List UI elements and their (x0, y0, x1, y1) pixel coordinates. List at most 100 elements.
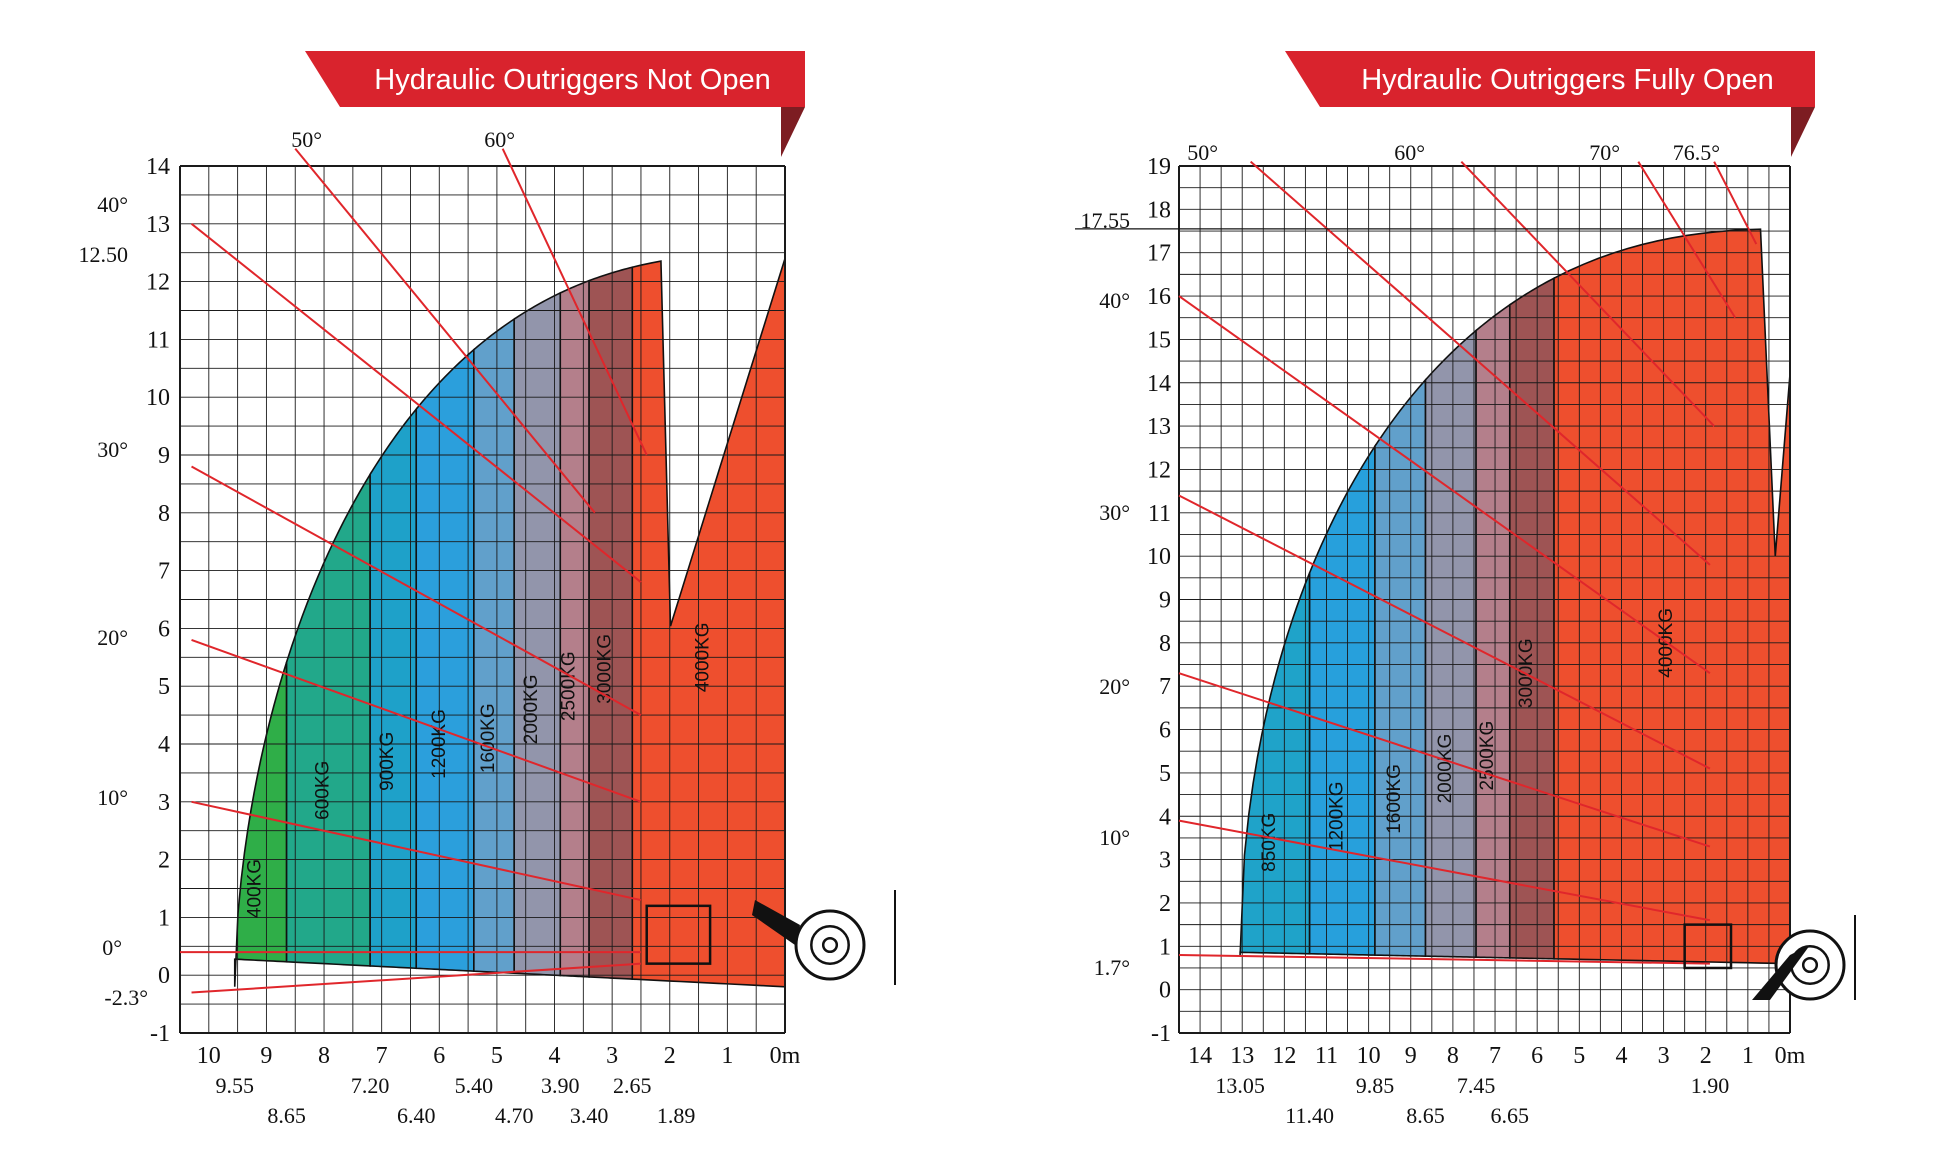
angle-label: 1.7° (1094, 955, 1130, 980)
y-tick-label: 12 (1147, 457, 1171, 483)
zone-label: 2000KG (1435, 734, 1456, 804)
zone-label: 2500KG (559, 651, 580, 721)
boom-angle-line (191, 962, 642, 994)
x-tick-label: 8 (1447, 1043, 1459, 1069)
x-tick-label: 10 (197, 1043, 221, 1069)
angle-label: 70° (1589, 140, 1620, 165)
reach-label: 1.89 (657, 1103, 696, 1128)
wheel-rim-icon (810, 925, 850, 965)
reach-label: 11.40 (1285, 1103, 1334, 1128)
reach-label: 7.45 (1457, 1073, 1496, 1098)
zone-label: 2500KG (1477, 721, 1498, 791)
reach-label: 1.90 (1691, 1073, 1730, 1098)
boom-angle-line (1178, 953, 1710, 965)
boom-arm-icon (752, 900, 800, 945)
reach-label: 3.40 (570, 1103, 609, 1128)
y-tick-label: 5 (158, 674, 170, 700)
boom-angle-line (1460, 160, 1715, 427)
title-banner (1285, 51, 1815, 107)
y-tick-label: 9 (158, 443, 170, 469)
reach-label: 8.65 (267, 1103, 306, 1128)
x-tick-label: 14 (1188, 1043, 1212, 1069)
y-tick-label: 14 (146, 154, 170, 180)
reach-label: 8.65 (1406, 1103, 1445, 1128)
x-tick-label: 7 (376, 1043, 388, 1069)
y-tick-label: 16 (1147, 284, 1171, 310)
telehandler-wheel-icon (1774, 929, 1846, 1001)
reach-label: 5.40 (455, 1073, 494, 1098)
angle-label: 30° (1099, 500, 1130, 525)
reach-label: 6.40 (397, 1103, 436, 1128)
x-tick-label: 7 (1489, 1043, 1501, 1069)
y-tick-label: -1 (150, 1021, 170, 1047)
x-tick-label: 2 (664, 1043, 676, 1069)
zone-label: 850KG (1259, 813, 1280, 872)
wheel-hub-icon (821, 936, 839, 954)
load-zone (1239, 572, 1311, 956)
y-tick-label: 6 (158, 616, 170, 642)
y-tick-label: 15 (1147, 327, 1171, 353)
y-tick-label: 1 (158, 905, 170, 931)
zone-label: 3000KG (595, 634, 616, 704)
boom-angle-line (501, 148, 648, 456)
boom-angle-line (1178, 672, 1711, 848)
height-mark: 17.55 (1081, 208, 1131, 233)
boom-angle-line (294, 148, 596, 514)
load-zone (285, 471, 371, 967)
reach-label: 9.85 (1356, 1073, 1395, 1098)
y-tick-label: 8 (1159, 631, 1171, 657)
telehandler-wheel-icon (794, 909, 866, 981)
boom-head-box (645, 904, 712, 965)
y-tick-label: 10 (146, 385, 170, 411)
boom-arm-icon (1752, 945, 1810, 1000)
x-tick-label: 10 (1357, 1043, 1381, 1069)
zone-label: 1200KG (429, 709, 450, 779)
angle-label: 0° (102, 935, 122, 960)
x-tick-label: 9 (1405, 1043, 1417, 1069)
y-tick-label: 5 (1159, 761, 1171, 787)
x-tick-label: 3 (1658, 1043, 1670, 1069)
angle-label: 40° (1099, 288, 1130, 313)
y-tick-label: 3 (158, 790, 170, 816)
zone-label: 2000KG (521, 674, 542, 744)
reach-label: 2.65 (613, 1073, 652, 1098)
y-tick-label: 0 (1159, 978, 1171, 1004)
reach-label: 6.65 (1491, 1103, 1530, 1128)
x-tick-label: 11 (1315, 1043, 1338, 1069)
angle-label: 10° (1099, 825, 1130, 850)
angle-label: 20° (1099, 674, 1130, 699)
title-banner-fold (781, 107, 805, 157)
load-zone (369, 406, 418, 970)
zone-label: 4000KG (693, 622, 714, 692)
x-tick-label: 2 (1700, 1043, 1712, 1069)
y-tick-label: 9 (1159, 588, 1171, 614)
zone-label: 600KG (312, 761, 333, 820)
reach-label: 9.55 (215, 1073, 254, 1098)
angle-label: 40° (97, 192, 128, 217)
y-tick-label: 17 (1147, 241, 1171, 267)
reach-label: 4.70 (495, 1103, 534, 1128)
chart-title: Hydraulic Outriggers Fully Open (1361, 64, 1774, 96)
reach-label: 7.20 (351, 1073, 390, 1098)
angle-label: 50° (291, 127, 322, 152)
x-tick-label: 5 (1573, 1043, 1585, 1069)
angle-label: 10° (97, 785, 128, 810)
wheel-hub-icon (1801, 956, 1819, 974)
x-tick-label: 13 (1230, 1043, 1254, 1069)
reach-label: 3.90 (541, 1073, 580, 1098)
y-tick-label: 4 (158, 732, 170, 758)
zone-label: 1600KG (1384, 764, 1405, 834)
y-tick-label: 0 (158, 963, 170, 989)
y-tick-label: 7 (1159, 674, 1171, 700)
x-tick-label: 1 (721, 1043, 733, 1069)
y-tick-label: 7 (158, 559, 170, 585)
boom-angle-line (191, 800, 642, 902)
y-tick-label: 1 (1159, 934, 1171, 960)
boom-angle-line (191, 465, 642, 716)
x-tick-label: 0m (770, 1043, 801, 1069)
boom-angle-line (190, 223, 642, 583)
boom-angle-line (1178, 295, 1711, 675)
y-tick-label: 6 (1159, 718, 1171, 744)
reach-label: 13.05 (1215, 1073, 1265, 1098)
y-tick-label: 8 (158, 501, 170, 527)
